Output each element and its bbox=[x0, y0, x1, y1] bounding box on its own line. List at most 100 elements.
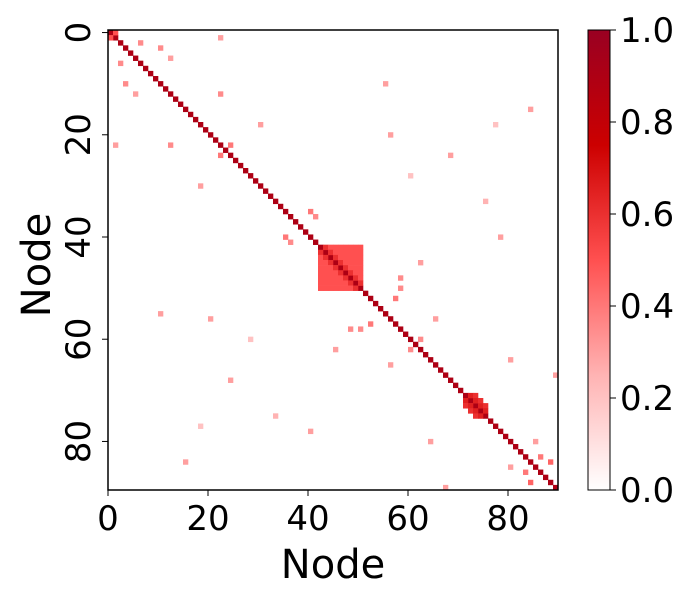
heatmap-cell bbox=[178, 101, 184, 107]
heatmap-cell bbox=[348, 254, 354, 261]
heatmap-cell bbox=[208, 132, 214, 138]
y-tick-label: 20 bbox=[59, 113, 99, 156]
heatmap-cell bbox=[338, 270, 344, 276]
heatmap-cell bbox=[203, 127, 209, 133]
heatmap-cell bbox=[318, 260, 324, 266]
heatmap-cell bbox=[318, 249, 324, 256]
heatmap-cell bbox=[333, 265, 339, 271]
heatmap-cell bbox=[323, 254, 329, 261]
x-tick-label: 40 bbox=[286, 499, 329, 539]
heatmap-cell bbox=[118, 40, 124, 46]
heatmap-cell bbox=[283, 234, 289, 240]
heatmap-cell bbox=[333, 249, 339, 256]
heatmap-cell bbox=[198, 183, 204, 189]
heatmap-cell bbox=[463, 398, 469, 404]
heatmap-cell bbox=[428, 357, 434, 363]
heatmap-cell bbox=[168, 142, 174, 148]
heatmap-cell bbox=[483, 408, 489, 414]
heatmap-cell bbox=[343, 244, 349, 251]
heatmap-cell bbox=[213, 137, 219, 143]
heatmap-cell bbox=[543, 474, 549, 481]
heatmap-cell bbox=[473, 392, 479, 399]
heatmap-cell bbox=[358, 270, 364, 276]
heatmap-cell bbox=[423, 352, 429, 358]
heatmap-cell bbox=[173, 96, 179, 102]
heatmap-cell bbox=[158, 81, 164, 87]
heatmap-cell bbox=[393, 295, 399, 302]
heatmap-cell bbox=[258, 122, 264, 128]
heatmap-cell bbox=[143, 65, 149, 72]
heatmap-cell bbox=[298, 224, 304, 230]
colorbar bbox=[587, 29, 611, 491]
heatmap-cell bbox=[343, 270, 349, 276]
heatmap-cell bbox=[388, 362, 394, 368]
heatmap-cell bbox=[113, 30, 119, 36]
heatmap-cell bbox=[348, 275, 354, 281]
heatmap-cell bbox=[153, 76, 159, 82]
heatmap-cell bbox=[168, 55, 174, 61]
heatmap-cell bbox=[548, 459, 554, 465]
heatmap-cell bbox=[458, 387, 464, 394]
heatmap-cell bbox=[333, 275, 339, 281]
heatmap-cell bbox=[338, 249, 344, 256]
heatmap-cell bbox=[333, 346, 339, 353]
heatmap-cell bbox=[353, 244, 359, 251]
colorbar-tick-label: 0.2 bbox=[620, 379, 674, 419]
heatmap-cell bbox=[483, 198, 489, 205]
heatmap-cell bbox=[368, 321, 374, 327]
heatmap-cell bbox=[163, 86, 169, 92]
heatmap-cell bbox=[383, 81, 389, 87]
heatmap-cell bbox=[198, 423, 204, 429]
heatmap-cell bbox=[328, 254, 334, 261]
heatmap-cell bbox=[333, 280, 339, 286]
heatmap-cell bbox=[348, 260, 354, 266]
heatmap-cell bbox=[463, 403, 469, 409]
colorbar-tick-label: 1.0 bbox=[620, 11, 674, 51]
heatmap-cell bbox=[353, 254, 359, 261]
heatmap-cell bbox=[353, 249, 359, 256]
heatmap-cell bbox=[533, 464, 539, 470]
heatmap-cell bbox=[403, 331, 409, 337]
heatmap-cell bbox=[528, 479, 534, 486]
heatmap-cell bbox=[233, 157, 239, 164]
heatmap-cell bbox=[513, 444, 519, 450]
heatmap-cell bbox=[318, 270, 324, 276]
heatmap-cell bbox=[303, 229, 309, 235]
heatmap-cell bbox=[218, 35, 224, 41]
y-axis-label: Node bbox=[14, 213, 60, 317]
heatmap-cell bbox=[368, 295, 374, 302]
heatmap-cell bbox=[478, 413, 484, 419]
heatmap-cell bbox=[343, 265, 349, 271]
heatmap-cell bbox=[508, 357, 514, 363]
heatmap-cell bbox=[308, 428, 314, 435]
heatmap-cell bbox=[208, 316, 214, 322]
heatmap-cell bbox=[218, 142, 224, 148]
heatmap-cell bbox=[538, 469, 544, 475]
heatmap-cell bbox=[473, 403, 479, 409]
heatmap-cell bbox=[428, 438, 434, 445]
heatmap-cell bbox=[338, 285, 344, 291]
heatmap-cell bbox=[258, 183, 264, 189]
heatmap-cell bbox=[313, 239, 319, 245]
heatmap-cell bbox=[133, 55, 139, 61]
colorbar-tick-label: 0.0 bbox=[620, 471, 674, 511]
heatmap-cell bbox=[323, 280, 329, 286]
heatmap-cell bbox=[448, 377, 454, 383]
heatmap-cell bbox=[198, 122, 204, 128]
colorbar-tick-label: 0.6 bbox=[620, 195, 674, 235]
heatmap-cell bbox=[313, 214, 319, 220]
heatmap-cell bbox=[498, 234, 504, 240]
heatmap-cell bbox=[463, 392, 469, 399]
heatmap-cell bbox=[228, 377, 234, 383]
heatmap-cell bbox=[343, 254, 349, 261]
heatmap-cell bbox=[343, 275, 349, 281]
heatmap-cell bbox=[318, 244, 324, 251]
heatmap-cell bbox=[358, 249, 364, 256]
heatmap-cell bbox=[323, 244, 329, 251]
heatmap-cell bbox=[548, 479, 554, 486]
heatmap-cell bbox=[138, 40, 144, 46]
heatmap-cell bbox=[338, 265, 344, 271]
heatmap-cell bbox=[518, 449, 524, 455]
heatmap-cell bbox=[228, 152, 234, 159]
heatmap-cell bbox=[253, 178, 259, 184]
